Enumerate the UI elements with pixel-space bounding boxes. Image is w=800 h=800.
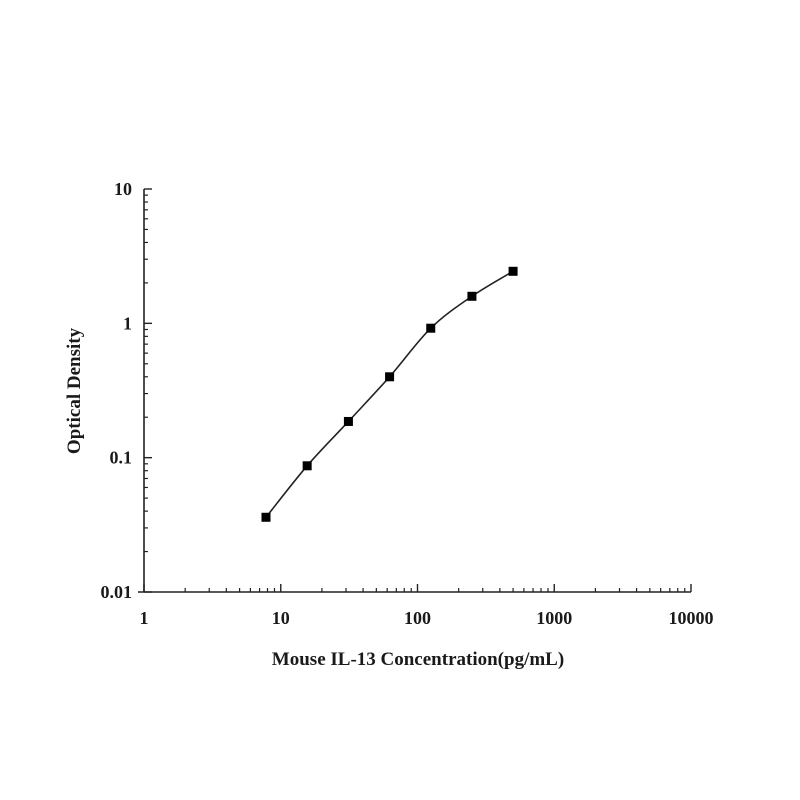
data-point-marker [426, 323, 436, 333]
data-point-marker [261, 512, 271, 522]
x-tick-label: 10000 [669, 608, 714, 628]
x-tick-labels: 1 10 100 1000 10000 [140, 608, 714, 628]
x-tick-label: 1000 [536, 608, 572, 628]
y-tick-labels: 0.01 0.1 1 10 [101, 179, 133, 602]
y-tick-label: 0.01 [101, 582, 133, 602]
data-point-marker [467, 291, 477, 301]
data-point-marker [302, 461, 312, 471]
x-tick-label: 1 [140, 608, 149, 628]
data-point-marker [385, 372, 395, 382]
x-tick-label: 10 [272, 608, 290, 628]
x-tick-label: 100 [404, 608, 431, 628]
data-markers [261, 266, 518, 522]
data-point-marker [343, 416, 353, 426]
x-axis-title: Mouse IL-13 Concentration(pg/mL) [272, 649, 564, 670]
y-tick-label: 0.1 [110, 448, 133, 468]
axis-ticks [143, 188, 692, 593]
fit-curve [265, 270, 514, 518]
y-tick-label: 10 [114, 179, 132, 199]
axes [138, 189, 691, 593]
y-tick-label: 1 [123, 313, 132, 333]
y-axis-title: Optical Density [64, 327, 85, 454]
data-point-marker [508, 266, 518, 276]
